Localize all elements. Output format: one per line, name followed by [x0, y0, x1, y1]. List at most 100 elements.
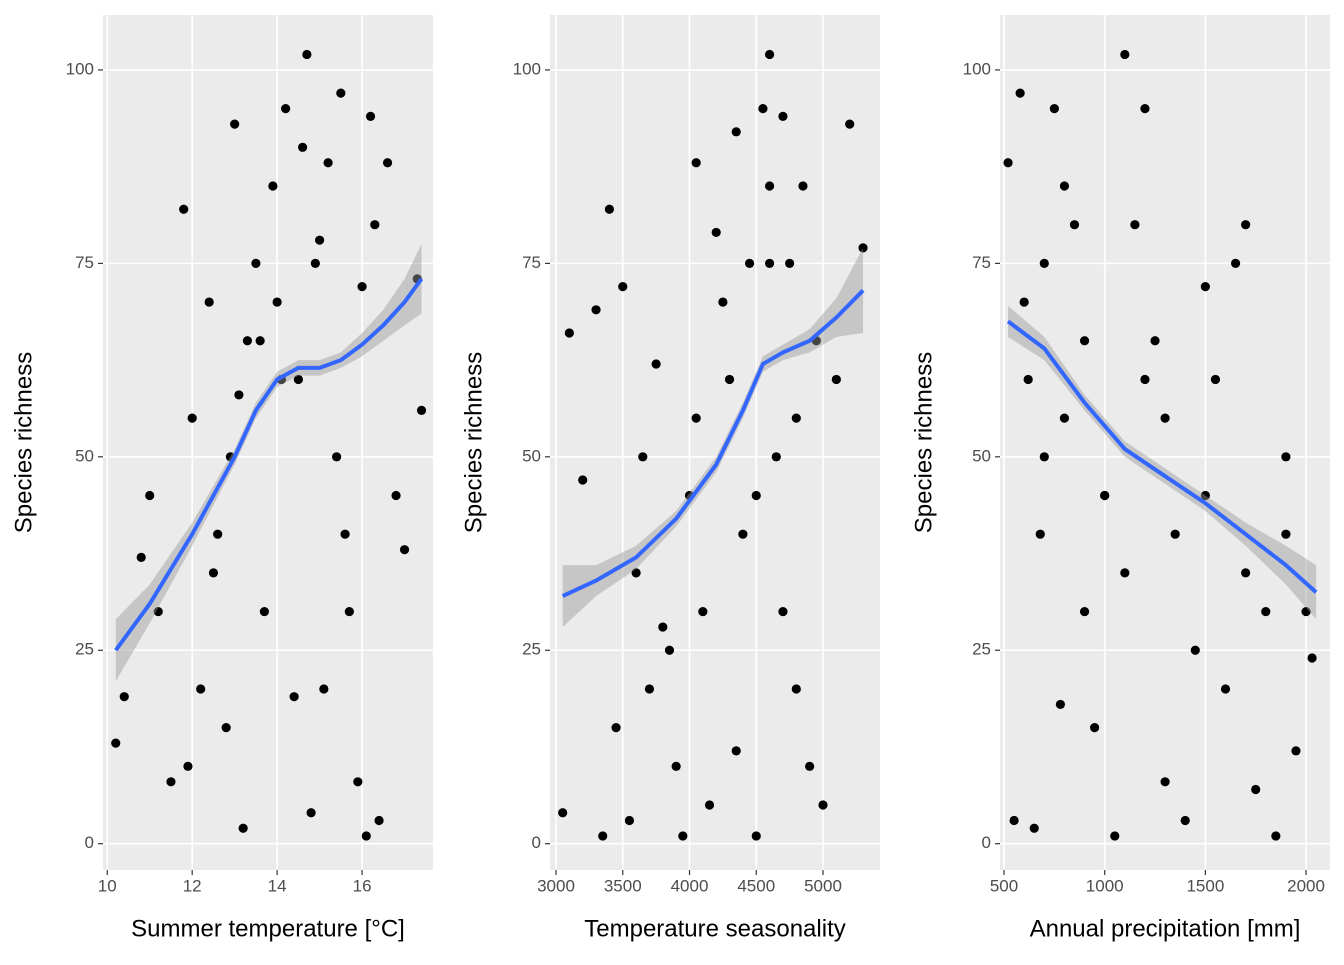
point: [213, 529, 223, 539]
point: [618, 281, 628, 292]
point: [230, 119, 240, 129]
point: [638, 452, 648, 462]
point: [751, 490, 761, 501]
point: [1200, 490, 1210, 501]
panel-background: [103, 15, 433, 870]
point: [611, 723, 621, 733]
point: [374, 815, 384, 826]
y-tick-label: 75: [522, 253, 541, 272]
x-tick-label: 2000: [1287, 876, 1325, 895]
point: [1023, 374, 1033, 385]
point: [1055, 699, 1066, 710]
point: [1120, 49, 1130, 60]
x-tick-label: 12: [183, 876, 202, 895]
x-tick-label: 4500: [737, 876, 775, 895]
point: [1015, 88, 1025, 98]
y-tick-label: 0: [982, 833, 991, 852]
point: [119, 692, 129, 702]
y-axis-title: Species richness: [10, 352, 37, 533]
point: [268, 181, 278, 191]
point: [1281, 529, 1291, 539]
point: [564, 328, 574, 338]
point: [764, 181, 775, 191]
point: [234, 390, 244, 400]
point: [1069, 220, 1080, 230]
y-tick-label: 50: [75, 446, 94, 465]
point: [391, 490, 401, 501]
point: [331, 452, 342, 462]
panel-background: [550, 15, 880, 870]
point: [111, 738, 121, 748]
point: [281, 104, 291, 114]
point: [1170, 529, 1180, 539]
point: [136, 552, 146, 563]
point: [208, 568, 219, 578]
point: [1160, 777, 1170, 787]
point: [1130, 220, 1140, 230]
point: [1140, 374, 1150, 385]
point: [1291, 746, 1301, 756]
point: [153, 606, 163, 617]
panel-background: [1000, 15, 1330, 870]
y-tick-label: 75: [75, 253, 94, 272]
point: [798, 181, 808, 191]
x-tick-label: 1500: [1186, 876, 1224, 895]
point: [691, 413, 701, 423]
point: [289, 692, 299, 702]
y-tick-label: 0: [532, 833, 541, 852]
point: [1230, 258, 1241, 268]
point: [598, 831, 608, 841]
y-tick-label: 25: [75, 640, 94, 659]
x-tick-label: 500: [990, 876, 1018, 895]
point: [758, 104, 768, 114]
point: [1261, 606, 1271, 617]
smooth-line: [561, 289, 865, 598]
point: [1100, 490, 1110, 501]
x-tick-label: 5000: [804, 876, 842, 895]
x-tick-label: 1000: [1086, 876, 1124, 895]
point: [1035, 529, 1045, 539]
point: [242, 336, 253, 346]
point: [591, 305, 601, 315]
x-tick-label: 16: [353, 876, 372, 895]
point: [791, 684, 801, 694]
y-tick-label: 25: [522, 640, 541, 659]
point: [1307, 653, 1317, 663]
point: [365, 111, 376, 121]
point: [678, 831, 688, 841]
smooth-line: [114, 277, 424, 652]
point: [272, 297, 282, 307]
point: [738, 529, 748, 539]
point: [764, 49, 775, 60]
point: [1251, 784, 1261, 795]
point: [1200, 281, 1210, 292]
point: [651, 359, 661, 369]
point: [238, 823, 248, 833]
y-axis-title: Species richness: [910, 352, 937, 533]
y-tick-label: 50: [522, 446, 541, 465]
point: [1140, 104, 1150, 114]
point: [751, 831, 761, 841]
point: [1039, 258, 1049, 268]
point: [361, 831, 371, 841]
point: [1009, 815, 1019, 826]
point: [259, 606, 269, 617]
point: [1003, 158, 1013, 168]
point: [778, 606, 788, 617]
point: [1301, 606, 1311, 617]
x-tick-label: 4000: [671, 876, 709, 895]
y-tick-label: 100: [66, 59, 94, 78]
point: [1241, 568, 1251, 578]
point: [1271, 831, 1281, 841]
point: [624, 815, 635, 826]
point: [671, 761, 681, 771]
panel: 0 25 50 75 100 3000 3500 4000 4500 5000 Temperatur…: [460, 15, 880, 942]
point: [166, 777, 176, 787]
point: [858, 243, 868, 253]
point: [831, 374, 841, 385]
point: [323, 158, 333, 168]
point: [306, 808, 316, 818]
point: [791, 413, 801, 423]
point: [644, 684, 655, 694]
